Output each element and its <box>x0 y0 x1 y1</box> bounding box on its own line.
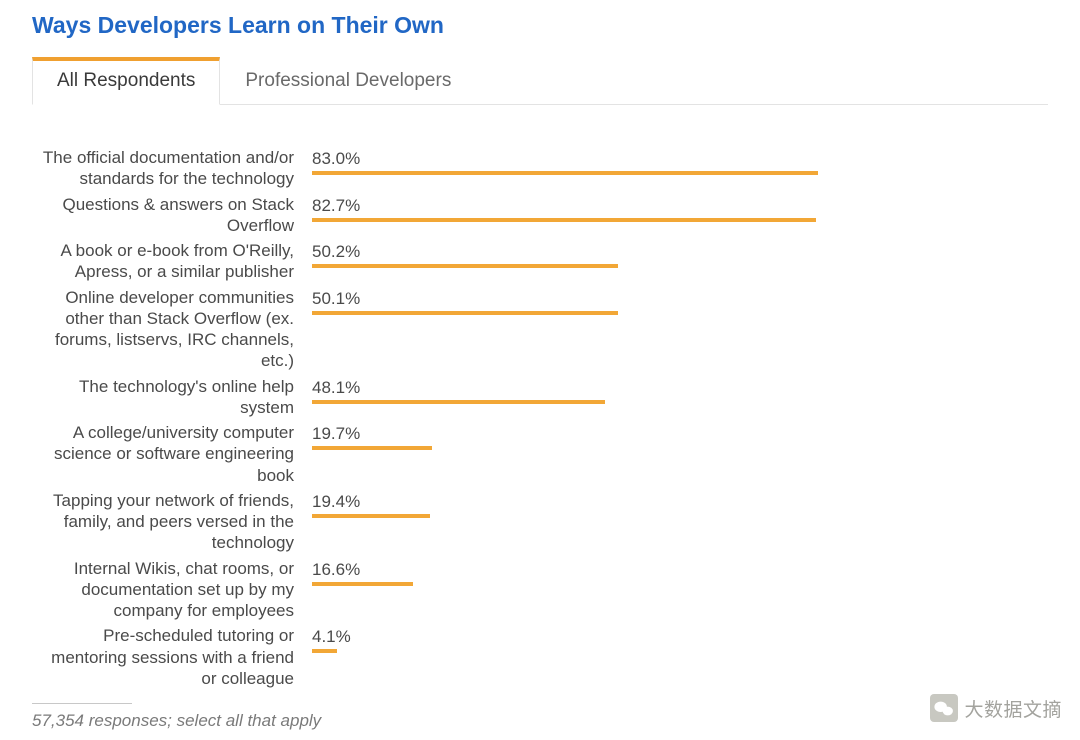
bar-value: 82.7% <box>312 196 1048 216</box>
bar <box>312 171 818 175</box>
bar <box>312 582 413 586</box>
bar <box>312 446 432 450</box>
bar-label: Tapping your network of friends, family,… <box>40 490 312 554</box>
bar-wrap: 19.4% <box>312 490 1048 518</box>
bar <box>312 514 430 518</box>
bar-wrap: 82.7% <box>312 194 1048 222</box>
bar-value: 16.6% <box>312 560 1048 580</box>
bar-wrap: 83.0% <box>312 147 1048 175</box>
wechat-icon <box>930 694 958 722</box>
bar-value: 50.1% <box>312 289 1048 309</box>
bar-label: The technology's online help system <box>40 376 312 419</box>
bar-wrap: 50.2% <box>312 240 1048 268</box>
bar-value: 48.1% <box>312 378 1048 398</box>
bar-label: A college/university computer science or… <box>40 422 312 486</box>
bar-row: Online developer communities other than … <box>40 287 1048 372</box>
bar-row: Questions & answers on Stack Overflow82.… <box>40 194 1048 237</box>
bar-row: The official documentation and/or standa… <box>40 147 1048 190</box>
bar-value: 19.4% <box>312 492 1048 512</box>
footer-text: 57,354 responses; select all that apply <box>32 711 321 730</box>
watermark-text: 大数据文摘 <box>964 695 1062 722</box>
bar-row: A book or e-book from O'Reilly, Apress, … <box>40 240 1048 283</box>
tab-professional-developers[interactable]: Professional Developers <box>220 57 476 104</box>
bar-wrap: 50.1% <box>312 287 1048 315</box>
bar-row: Pre-scheduled tutoring or mentoring sess… <box>40 625 1048 689</box>
bar-value: 50.2% <box>312 242 1048 262</box>
bar-label: Online developer communities other than … <box>40 287 312 372</box>
tabs: All Respondents Professional Developers <box>32 57 1048 105</box>
bar <box>312 311 618 315</box>
tab-all-respondents[interactable]: All Respondents <box>32 57 220 105</box>
bar-row: Tapping your network of friends, family,… <box>40 490 1048 554</box>
bar-wrap: 16.6% <box>312 558 1048 586</box>
bar <box>312 264 618 268</box>
bar-label: The official documentation and/or standa… <box>40 147 312 190</box>
bar-value: 83.0% <box>312 149 1048 169</box>
bar-wrap: 19.7% <box>312 422 1048 450</box>
bar-label: Questions & answers on Stack Overflow <box>40 194 312 237</box>
bar <box>312 400 605 404</box>
bar-label: Internal Wikis, chat rooms, or documenta… <box>40 558 312 622</box>
bar-row: A college/university computer science or… <box>40 422 1048 486</box>
bar <box>312 218 816 222</box>
bar-chart: The official documentation and/or standa… <box>32 147 1048 689</box>
bar-row: Internal Wikis, chat rooms, or documenta… <box>40 558 1048 622</box>
bar-label: Pre-scheduled tutoring or mentoring sess… <box>40 625 312 689</box>
bar-row: The technology's online help system48.1% <box>40 376 1048 419</box>
bar-value: 4.1% <box>312 627 1048 647</box>
footer-divider <box>32 703 132 704</box>
chart-title: Ways Developers Learn on Their Own <box>32 12 1048 39</box>
bar-wrap: 4.1% <box>312 625 1048 653</box>
bar-value: 19.7% <box>312 424 1048 444</box>
chart-container: Ways Developers Learn on Their Own All R… <box>0 0 1080 731</box>
chart-footer: 57,354 responses; select all that apply <box>32 703 1048 731</box>
watermark: 大数据文摘 <box>930 694 1062 722</box>
bar-wrap: 48.1% <box>312 376 1048 404</box>
bar <box>312 649 337 653</box>
bar-label: A book or e-book from O'Reilly, Apress, … <box>40 240 312 283</box>
